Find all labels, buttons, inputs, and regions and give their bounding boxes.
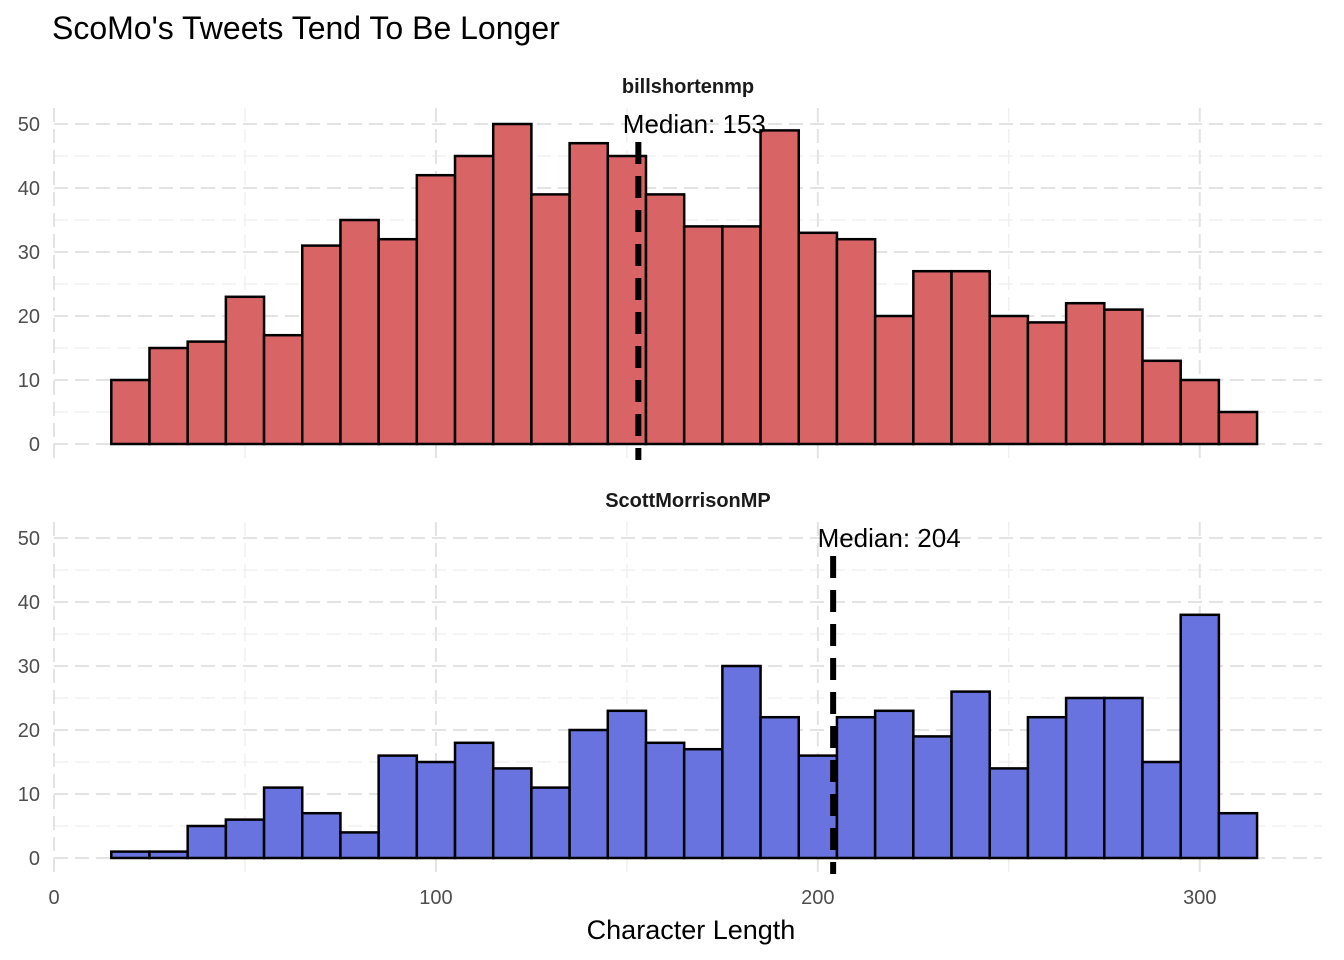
histogram-bar [912,735,953,860]
histogram-bar [797,231,839,446]
chart-title: ScoMo's Tweets Tend To Be Longer [52,10,560,46]
histogram-bar [530,786,571,860]
histogram-bar [1179,613,1221,860]
x-tick-label: 200 [801,887,834,909]
panel-billshortenmp: 0 10 20 30 40 50 billshortenmp Median: 153 [18,76,1322,460]
histogram-bar [530,193,571,446]
histogram-bar [988,314,1030,446]
histogram-bar [110,850,151,860]
histogram-bar [110,378,151,446]
histogram-bar [950,690,991,860]
histogram-bar [568,141,610,446]
y-tick-label: 50 [18,528,40,550]
y-tick-label: 40 [18,592,40,614]
histogram-bar [453,741,495,860]
histogram-bar [759,715,801,860]
histogram-bar [568,728,610,860]
x-tick-label: 300 [1183,887,1216,909]
histogram-bar [835,237,877,446]
histogram-bar [1141,760,1182,860]
y-tick-label: 10 [18,370,40,392]
histogram-bar [339,831,380,860]
histogram-bar [1217,811,1259,860]
histogram-bar [682,225,724,446]
histogram-bar [491,767,533,860]
histogram-bar [873,314,915,446]
y-tick-label: 10 [18,784,40,806]
panel-ScottMorrisonMP: 0 10 20 30 40 50 ScottMorrisonMP Median: 204 [18,490,1322,874]
histogram-bar [644,741,686,860]
histogram-bar [186,824,228,860]
histogram-bar [377,754,419,860]
histogram-bar [682,747,724,860]
histogram-bar [1141,359,1182,446]
histogram-bar [224,295,266,446]
histogram-bar [339,218,380,446]
histogram-bar [759,129,801,446]
histogram-bar [415,760,457,860]
histogram-bar [912,269,953,446]
histogram-bar [1103,696,1144,860]
histogram-bar [262,333,304,446]
y-tick-label: 20 [18,306,40,328]
histogram-bar [1179,378,1221,446]
median-label: Median: 153 [623,109,766,139]
histogram-bar [1103,308,1144,446]
histogram-bar [262,786,304,860]
histogram-bar [988,767,1030,860]
median-label: Median: 204 [818,523,961,553]
histogram-bar [1217,410,1259,446]
histogram-bar [186,340,228,446]
y-tick-label: 50 [18,114,40,136]
y-tick-label: 40 [18,178,40,200]
y-tick-label: 0 [29,434,40,456]
histogram-bar [148,346,189,446]
histogram-bar [835,715,877,860]
x-tick-label: 0 [48,887,59,909]
histogram-bar [1026,321,1068,446]
histogram-bar [721,664,762,860]
histogram-bar [491,122,533,446]
histogram-bar [453,154,495,446]
x-axis-ticks: 0 100 200 300 [48,887,1216,909]
histogram-bar [950,269,991,446]
histogram-bar [377,237,419,446]
x-axis-title: Character Length [587,915,796,945]
x-tick-label: 100 [419,887,452,909]
histogram-bar [873,709,915,860]
y-tick-label: 30 [18,242,40,264]
histogram-bar [415,173,457,446]
y-tick-label: 30 [18,656,40,678]
histogram-bar [1064,696,1106,860]
histogram-bar [721,225,762,446]
y-tick-label: 0 [29,848,40,870]
histogram-bar [1026,715,1068,860]
histogram-bar [301,244,342,446]
facet-strip-label: ScottMorrisonMP [605,490,771,512]
panels-layer: 0 10 20 30 40 50 billshortenmp Median: 153 0 10 20… [18,76,1322,874]
facet-strip-label: billshortenmp [622,76,754,98]
histogram-bar [148,850,189,860]
y-tick-label: 20 [18,720,40,742]
histogram-bar [301,811,342,860]
histogram-bar [644,193,686,446]
histogram-bar [606,709,648,860]
histogram-bar [224,818,266,860]
histogram-bar [1064,301,1106,446]
